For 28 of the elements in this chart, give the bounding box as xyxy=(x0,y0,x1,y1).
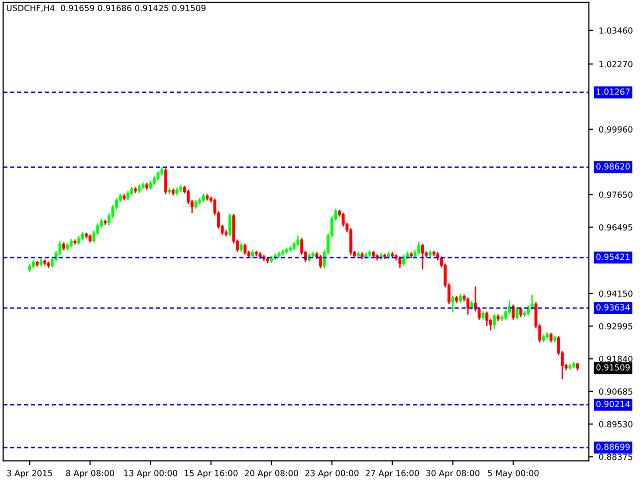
x-tick-label: 15 Apr 16:00 xyxy=(184,470,238,478)
ref-line-label: 0.98620 xyxy=(596,163,630,170)
y-tick-label: 1.03460 xyxy=(599,27,632,34)
x-tick-label: 30 Apr 08:00 xyxy=(426,470,480,478)
y-tick-label: 0.94150 xyxy=(599,290,632,297)
y-tick-label: 1.02270 xyxy=(599,60,632,68)
y-tick-label: 0.88375 xyxy=(599,454,632,460)
x-tick-label: 8 Apr 08:00 xyxy=(66,470,114,478)
ref-line-label: 0.95421 xyxy=(596,254,630,260)
ref-line-label: 0.88699 xyxy=(596,444,630,450)
y-tick-label: 0.90685 xyxy=(599,388,632,395)
x-tick-label: 5 May 00:00 xyxy=(488,470,539,478)
y-tick-label: 0.89530 xyxy=(599,421,632,428)
chart-title: USDCHF,H4 0.91659 0.91686 0.91425 0.91509 xyxy=(6,4,206,12)
ref-line-label: 0.90214 xyxy=(596,400,630,408)
x-tick-label: 3 Apr 2015 xyxy=(7,470,52,478)
text: 0.91509 xyxy=(596,364,630,371)
x-tick-label: 27 Apr 16:00 xyxy=(366,470,419,478)
y-tick-label: 0.96495 xyxy=(599,224,632,231)
x-tick-label: 23 Apr 00:00 xyxy=(305,470,359,478)
x-tick-label: 13 Apr 00:00 xyxy=(124,470,178,478)
y-tick-label: 0.99960 xyxy=(599,126,632,133)
ref-line-label: 1.01267 xyxy=(596,88,630,95)
y-tick-label: 0.91840 xyxy=(599,356,632,362)
ref-line-label: 0.93634 xyxy=(596,304,630,310)
x-tick-label: 20 Apr 08:00 xyxy=(244,470,298,478)
y-tick-label: 0.97650 xyxy=(599,192,632,198)
y-tick-label: 0.92995 xyxy=(599,323,632,330)
